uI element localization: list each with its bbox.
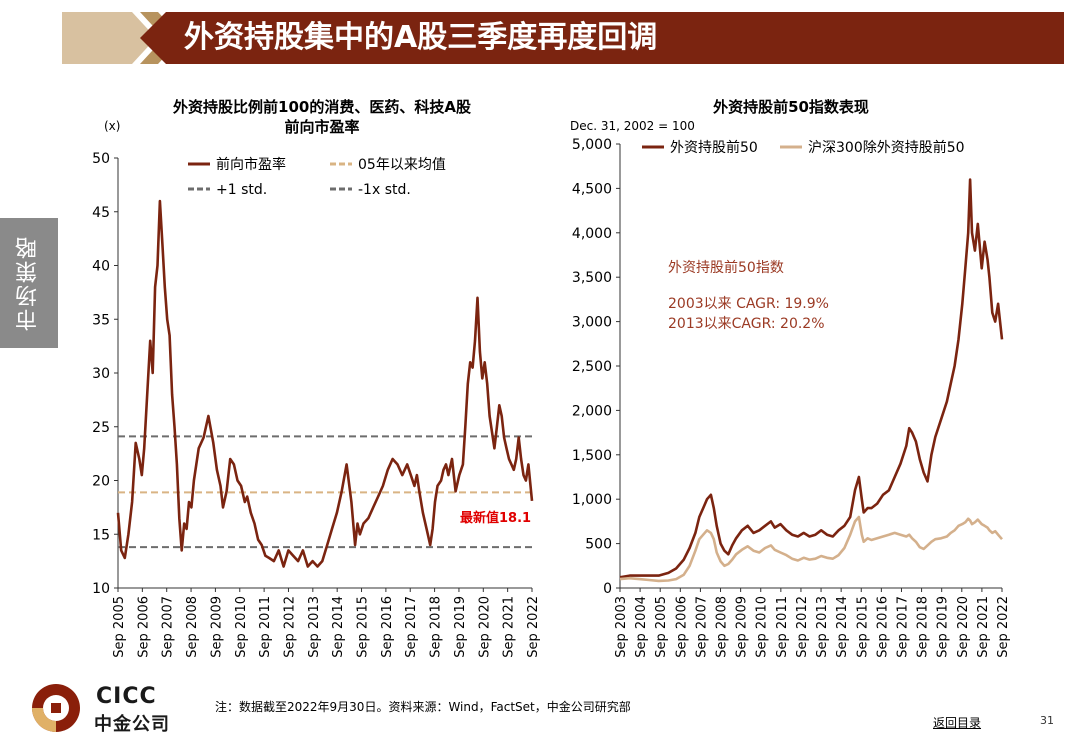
chart-title: 外资持股比例前100的消费、医药、科技A股 <box>172 98 472 116</box>
y-tick-label: 0 <box>603 581 612 597</box>
return-to-contents-link[interactable]: 返回目录 <box>933 716 982 730</box>
y-tick-label: 10 <box>92 581 110 597</box>
x-tick-label: Sep 2004 <box>634 596 649 658</box>
y-tick-label: 2,000 <box>572 403 612 419</box>
x-tick-label: Sep 2011 <box>258 596 273 658</box>
x-tick-label: Sep 2015 <box>356 596 371 658</box>
series-line <box>619 515 1003 583</box>
y-tick-label: 4,000 <box>572 226 612 242</box>
x-tick-label: Sep 2017 <box>404 596 419 658</box>
index-performance-chart: 外资持股前50指数表现 Dec. 31, 2002 = 100 0 500 1,000 1… <box>570 98 1011 658</box>
header-bar <box>140 12 1064 64</box>
y-tick-label: 500 <box>585 537 612 553</box>
legend-label: -1x std. <box>358 182 411 198</box>
x-tick-label: Sep 2006 <box>674 596 689 658</box>
x-tick-label: Sep 2015 <box>855 596 870 658</box>
legend-label: 前向市盈率 <box>216 156 286 173</box>
x-tick-label: Sep 2013 <box>307 596 322 658</box>
series-line <box>116 199 534 568</box>
y-tick-label: 25 <box>92 420 110 436</box>
x-tick-label: Sep 2009 <box>735 596 750 658</box>
chart-subtitle: 前向市盈率 <box>284 118 359 136</box>
source-footnote: 注：数据截至2022年9月30日。资料来源：Wind，FactSet，中金公司研… <box>215 700 631 714</box>
x-tick-label: Sep 2021 <box>976 596 991 658</box>
x-tick-label: Sep 2006 <box>136 596 151 658</box>
text-box-line: 2013以来CAGR: 20.2% <box>668 316 825 332</box>
cicc-logo-icon <box>32 684 80 732</box>
x-tick-label: Sep 2014 <box>331 596 346 658</box>
y-tick-label: 1,500 <box>572 448 612 464</box>
chart-title: 外资持股前50指数表现 <box>712 98 869 116</box>
y-tick-label: 45 <box>92 205 110 221</box>
x-tick-label: Sep 2022 <box>526 596 541 658</box>
y-tick-label: 30 <box>92 366 110 382</box>
y-tick-label: 3,500 <box>572 270 612 286</box>
side-section-tab[interactable]: 市场策略 <box>0 218 58 348</box>
x-tick-label: Sep 2013 <box>815 596 830 658</box>
y-tick-label: 2,500 <box>572 359 612 375</box>
legend-label: 沪深300除外资持股前50 <box>808 139 965 156</box>
y-tick-label: 35 <box>92 312 110 328</box>
text-box-line: 2003以来 CAGR: 19.9% <box>668 296 829 312</box>
x-tick-label: Sep 2011 <box>775 596 790 658</box>
x-tick-label: Sep 2019 <box>936 596 951 658</box>
x-tick-label: Sep 2018 <box>916 596 931 658</box>
legend-label: 外资持股前50 <box>670 139 758 156</box>
y-tick-label: 50 <box>92 151 110 167</box>
x-tick-label: Sep 2008 <box>715 596 730 658</box>
y-tick-label: 5,000 <box>572 137 612 153</box>
series-line <box>619 178 1004 579</box>
x-tick-label: Sep 2010 <box>234 596 249 658</box>
y-tick-label: 20 <box>92 474 110 490</box>
x-tick-label: Sep 2008 <box>185 596 200 658</box>
y-tick-label: 40 <box>92 259 110 275</box>
x-tick-label: Sep 2007 <box>694 596 709 658</box>
x-tick-label: Sep 2016 <box>875 596 890 658</box>
latest-value-annotation: 最新值18.1 <box>460 510 531 526</box>
x-tick-label: Sep 2009 <box>209 596 224 658</box>
x-tick-label: Sep 2003 <box>614 596 629 658</box>
legend-label: +1 std. <box>216 182 267 198</box>
x-tick-label: Sep 2012 <box>795 596 810 658</box>
pe-ratio-chart: 外资持股比例前100的消费、医药、科技A股前向市盈率(x)10152025303… <box>92 98 541 658</box>
x-tick-label: Sep 2021 <box>502 596 517 658</box>
x-tick-label: Sep 2020 <box>477 596 492 658</box>
x-tick-label: Sep 2018 <box>429 596 444 658</box>
chart-subtitle: Dec. 31, 2002 = 100 <box>570 119 695 133</box>
x-tick-label: Sep 2010 <box>755 596 770 658</box>
legend-label: 05年以来均值 <box>358 157 446 173</box>
y-tick-label: 4,500 <box>572 181 612 197</box>
page-title: 外资持股集中的A股三季度再度回调 <box>184 20 658 55</box>
x-tick-label: Sep 2017 <box>895 596 910 658</box>
y-tick-label: 15 <box>92 527 110 543</box>
y-tick-label: 3,000 <box>572 315 612 331</box>
text-box-title: 外资持股前50指数 <box>668 259 784 276</box>
x-tick-label: Sep 2020 <box>956 596 971 658</box>
x-tick-label: Sep 2007 <box>161 596 176 658</box>
logo-text-cn: 中金公司 <box>94 714 170 735</box>
page-number: 31 <box>1040 714 1054 727</box>
x-tick-label: Sep 2005 <box>112 596 127 658</box>
logo-text-en: CICC <box>96 684 157 709</box>
x-tick-label: Sep 2022 <box>996 596 1011 658</box>
x-tick-label: Sep 2019 <box>453 596 468 658</box>
x-tick-label: Sep 2005 <box>654 596 669 658</box>
x-tick-label: Sep 2016 <box>380 596 395 658</box>
x-tick-label: Sep 2014 <box>835 596 850 658</box>
y-unit-label: (x) <box>104 119 120 133</box>
y-tick-label: 1,000 <box>572 492 612 508</box>
x-tick-label: Sep 2012 <box>282 596 297 658</box>
